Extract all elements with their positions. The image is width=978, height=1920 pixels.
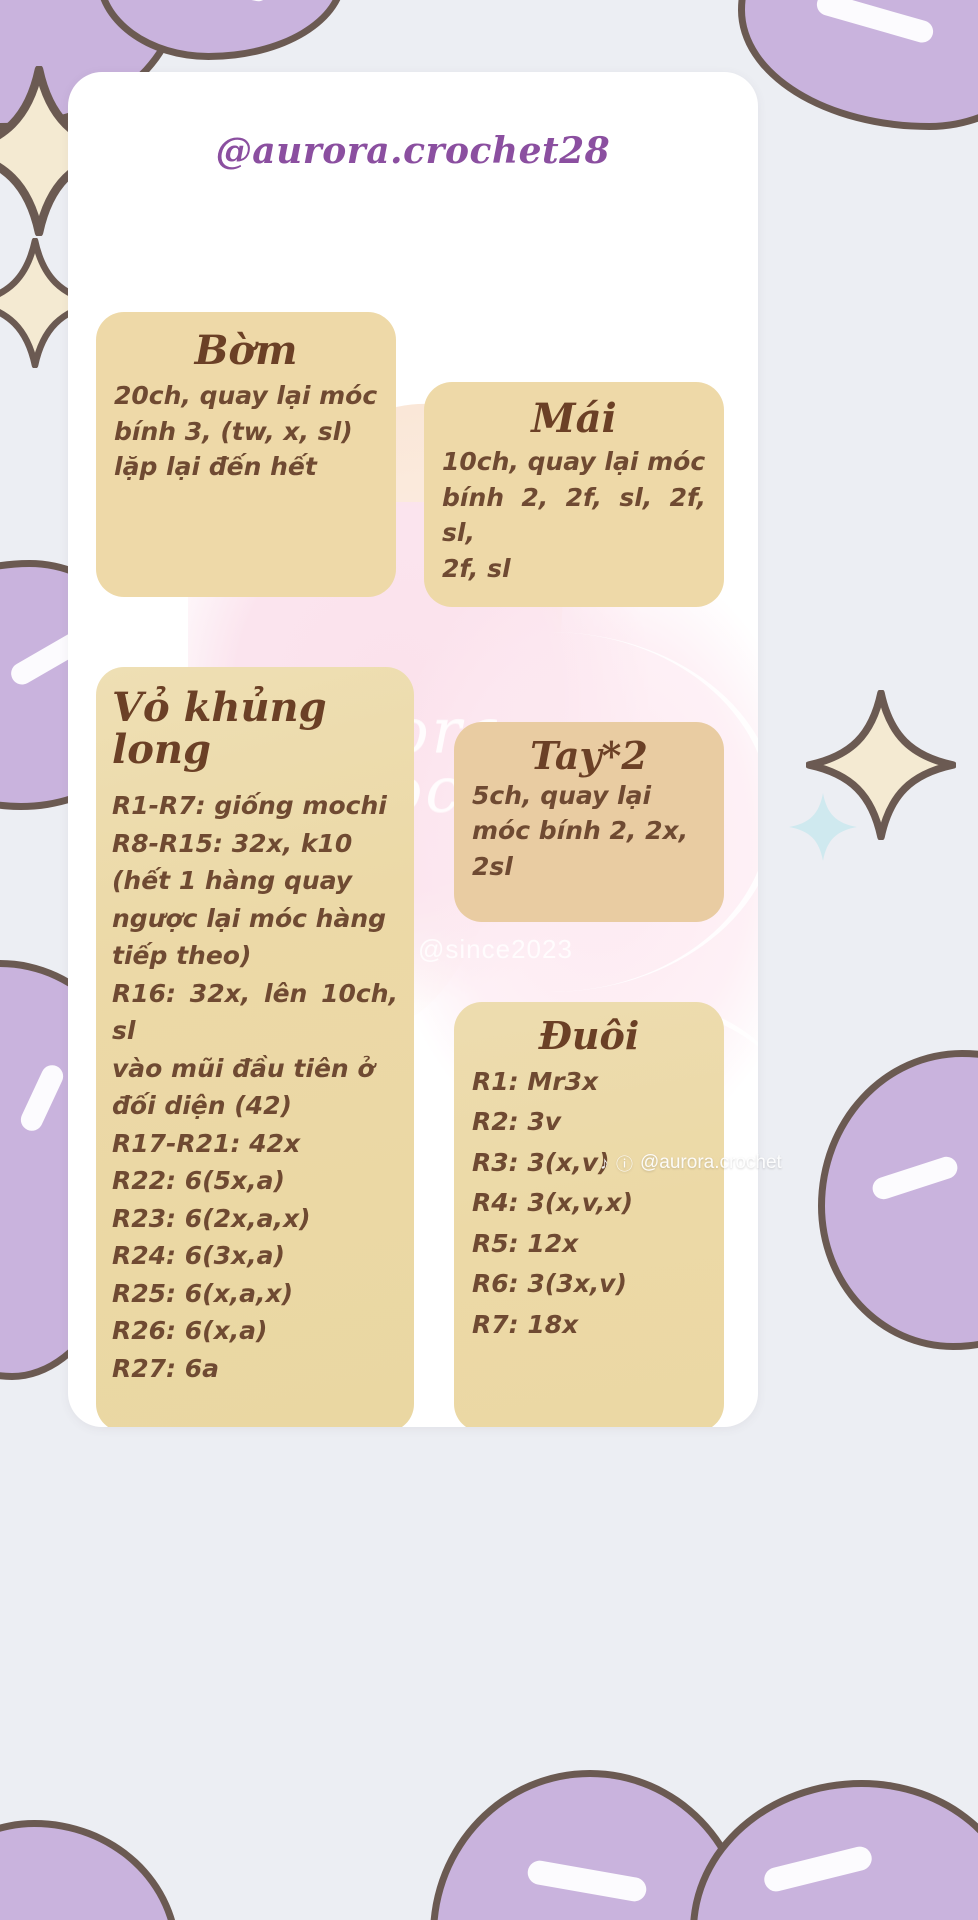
pattern-card-tay: Tay*2 5ch, quay lại móc bính 2, 2x, 2sl xyxy=(454,722,724,922)
card-line: R5: 12x xyxy=(472,1228,579,1258)
purple-blob-right-lower xyxy=(818,1050,978,1350)
pattern-card-vo-khung-long: Vỏ khủng long R1-R7: giống mochi R8-R15:… xyxy=(96,667,414,1427)
card-line: R27: 6a xyxy=(112,1353,220,1383)
card-line: R16: 32x, lên 10ch, sl xyxy=(112,978,398,1046)
card-line: R25: 6(x,a,x) xyxy=(112,1278,294,1308)
card-line: tiếp theo) xyxy=(112,941,252,970)
card-line: R2: 3v xyxy=(472,1107,562,1137)
purple-blob-bottom-2 xyxy=(690,1780,978,1920)
card-line: R4: 3(x,v,x) xyxy=(472,1188,634,1218)
card-line: 5ch, quay lại xyxy=(472,780,652,810)
card-line: R22: 6(5x,a) xyxy=(112,1166,285,1195)
card-body-duoi: R1: Mr3x R2: 3v R3: 3(x,v) R4: 3(x,v,x) … xyxy=(472,1062,706,1346)
card-line: R17-R21: 42x xyxy=(112,1128,301,1158)
card-line: R24: 6(3x,a) xyxy=(112,1241,285,1270)
music-note-icon: ♪ xyxy=(600,1152,609,1173)
since-watermark: @since2023 xyxy=(418,934,573,964)
card-line: lặp lại đến hết xyxy=(114,452,317,481)
pattern-sheet: Aurora Crochet @since2023 ♥ ♥ @aurora.cr… xyxy=(68,72,758,1427)
page-title: @aurora.crochet28 xyxy=(215,130,611,172)
card-line: R23: 6(2x,a,x) xyxy=(112,1203,311,1233)
card-line: bính 3, (tw, x, sl) xyxy=(114,416,353,446)
card-title-tay: Tay*2 xyxy=(530,733,648,778)
card-title-vo-khung-long: Vỏ khủng long xyxy=(112,684,327,773)
cream-star-right xyxy=(806,690,956,840)
pattern-card-mai: Mái 10ch, quay lại móc bính 2, 2f, sl, 2… xyxy=(424,382,724,607)
card-line: 2sl xyxy=(472,851,513,881)
card-title-mai: Mái xyxy=(531,395,617,442)
card-line: 20ch, quay lại móc xyxy=(114,381,378,410)
card-body-vo-khung-long: R1-R7: giống mochi R8-R15: 32x, k10 (hết… xyxy=(112,787,398,1387)
card-line: R7: 18x xyxy=(472,1309,579,1339)
card-line: R1: Mr3x xyxy=(472,1066,599,1096)
card-line: 10ch, quay lại móc xyxy=(442,447,706,476)
card-title-bom: Bờm xyxy=(194,327,298,374)
person-icon: ⓘ xyxy=(616,1155,633,1174)
card-line: móc bính 2, 2x, xyxy=(472,816,689,846)
pattern-card-bom: Bờm 20ch, quay lại móc bính 3, (tw, x, s… xyxy=(96,312,396,597)
card-title-duoi: Đuôi xyxy=(538,1013,640,1058)
card-body-bom: 20ch, quay lại móc bính 3, (tw, x, sl) l… xyxy=(114,378,378,485)
card-line: vào mũi đầu tiên ở xyxy=(112,1053,375,1083)
purple-blob-top-right xyxy=(738,0,978,130)
card-line: R8-R15: 32x, k10 xyxy=(112,828,353,858)
card-line: đối diện (42) xyxy=(112,1091,292,1120)
card-body-mai: 10ch, quay lại móc bính 2, 2f, sl, 2f, s… xyxy=(442,444,706,586)
blue-sparkle-icon xyxy=(788,792,858,862)
card-line: bính 2, 2f, sl, 2f, sl, xyxy=(442,482,706,548)
credit-handle: @aurora.crochet xyxy=(640,1151,782,1173)
card-line: R26: 6(x,a) xyxy=(112,1316,268,1345)
card-line: R6: 3(3x,v) xyxy=(472,1269,627,1299)
pattern-card-duoi: Đuôi R1: Mr3x R2: 3v R3: 3(x,v) R4: 3(x,… xyxy=(454,1002,724,1427)
purple-blob-bottom-3 xyxy=(0,1820,180,1920)
card-line: R1-R7: giống mochi xyxy=(112,791,387,820)
card-line: ngược lại móc hàng xyxy=(112,903,387,933)
card-line: (hết 1 hàng quay xyxy=(112,866,353,895)
tiktok-credit-overlay: ♪ ⓘ @aurora.crochet xyxy=(600,1150,782,1175)
card-line: 2f, sl xyxy=(442,553,511,583)
card-line: R3: 3(x,v) xyxy=(472,1147,610,1177)
card-body-tay: 5ch, quay lại móc bính 2, 2x, 2sl xyxy=(472,778,706,885)
